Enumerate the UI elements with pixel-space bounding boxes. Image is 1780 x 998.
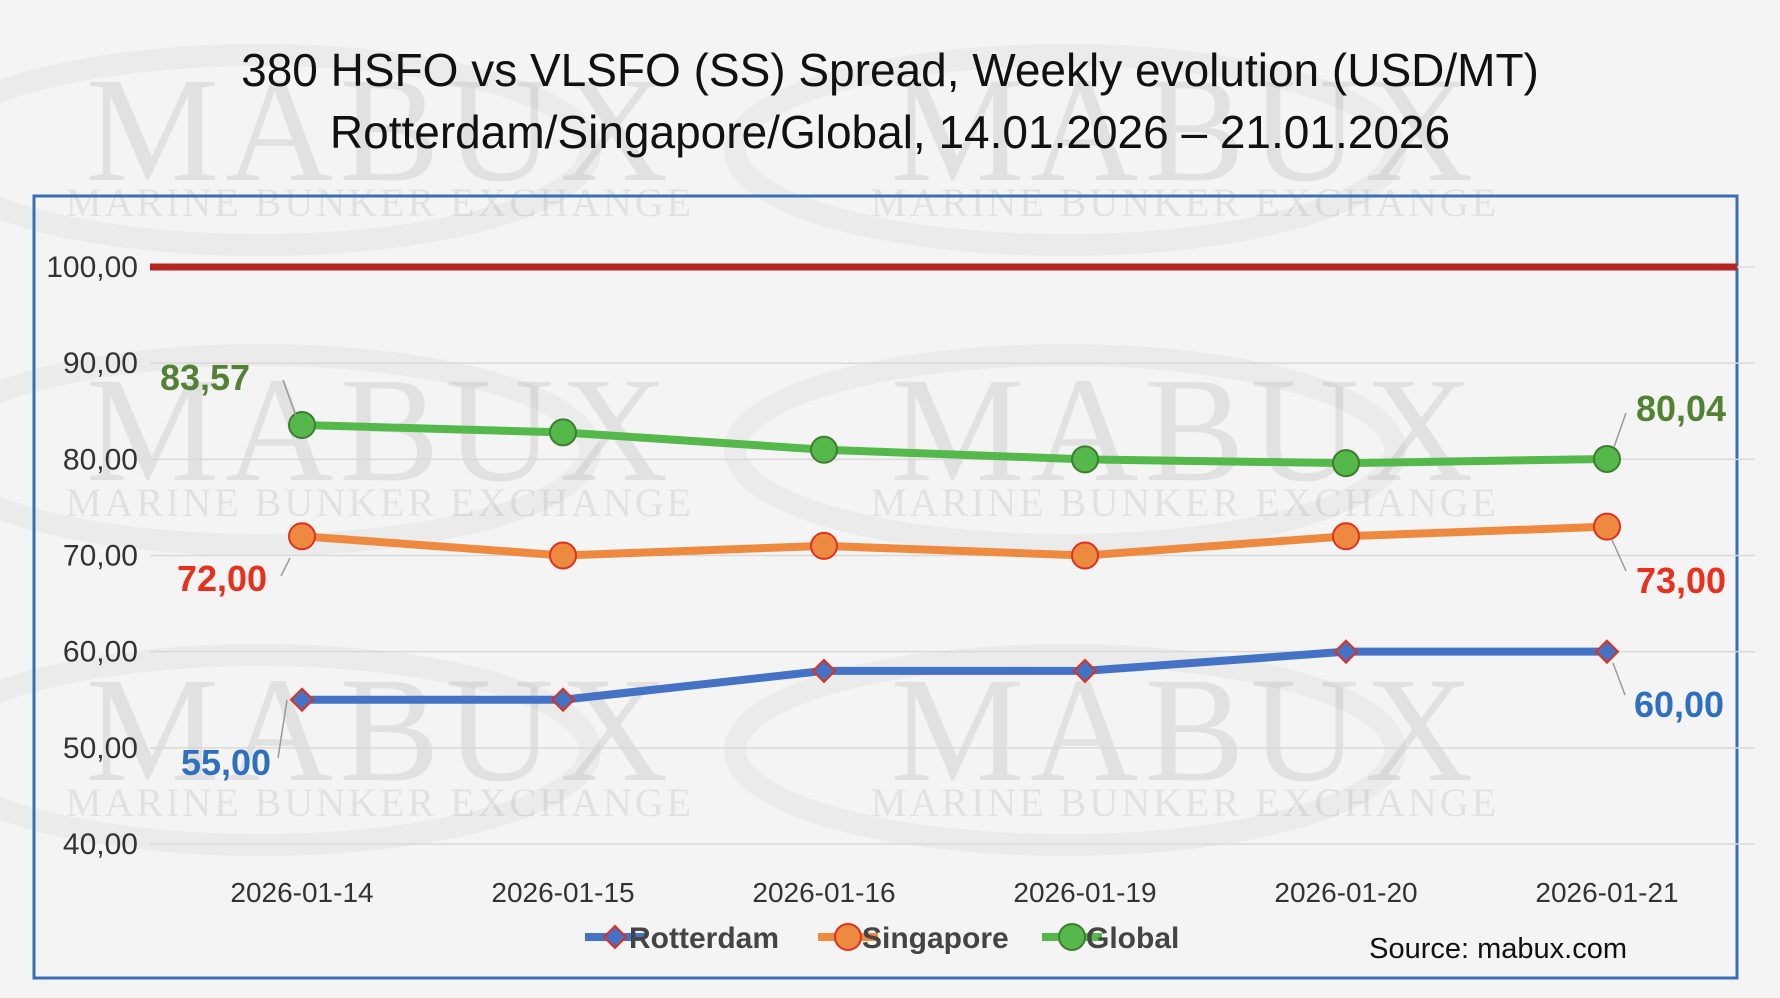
watermark-tagline: MARINE BUNKER EXCHANGE [66, 180, 694, 225]
legend-label: Singapore [862, 922, 1009, 955]
data-point-rotterdam [1072, 658, 1098, 684]
data-labels: 55,00 60,00 72,00 73,00 83,57 80,04 [160, 357, 1726, 783]
watermark-tagline: MARINE BUNKER EXCHANGE [871, 780, 1499, 825]
y-tick-label: 100,00 [46, 251, 138, 284]
series-line-global [301, 421, 1608, 468]
label-leader [1612, 662, 1626, 696]
series-line-rotterdam [302, 647, 1607, 704]
label-leader [277, 699, 288, 759]
watermark-brand: MABUX [891, 347, 1479, 513]
legend-label: Rotterdam [629, 922, 779, 955]
watermark-tagline: MARINE BUNKER EXCHANGE [66, 780, 694, 825]
data-point-global [810, 435, 838, 464]
y-tick-label: 40,00 [63, 828, 138, 861]
data-point-singapore [1071, 541, 1099, 570]
y-tick-label: 80,00 [63, 443, 138, 476]
x-tick-label: 2026-01-14 [230, 877, 373, 908]
legend: Rotterdam Singapore Global [585, 922, 1179, 955]
watermark-tagline: MARINE BUNKER EXCHANGE [871, 180, 1499, 225]
x-tick-label: 2026-01-21 [1535, 877, 1678, 908]
x-axis-ticks: 2026-01-14 2026-01-15 2026-01-16 2026-01-19… [230, 877, 1678, 908]
chart-subtitle: Rotterdam/Singapore/Global, 14.01.2026 –… [330, 106, 1450, 158]
x-tick-label: 2026-01-16 [752, 877, 895, 908]
data-label-rotterdam-first: 55,00 [181, 742, 271, 783]
chart-frame [32, 194, 1739, 980]
series-global [288, 411, 1621, 478]
label-leader [1611, 539, 1627, 572]
data-label-rotterdam-last: 60,00 [1634, 684, 1724, 725]
y-tick-label: 90,00 [63, 347, 138, 380]
data-point-singapore [834, 923, 862, 951]
data-point-global [288, 411, 316, 440]
series-layer [288, 411, 1621, 713]
data-label-singapore-last: 73,00 [1636, 560, 1726, 601]
data-point-rotterdam [1333, 639, 1359, 665]
y-tick-label: 70,00 [63, 540, 138, 573]
x-tick-label: 2026-01-15 [491, 877, 634, 908]
watermark-tagline: MARINE BUNKER EXCHANGE [66, 480, 694, 525]
data-label-singapore-first: 72,00 [177, 558, 267, 599]
data-point-global [1332, 449, 1360, 478]
x-tick-label: 2026-01-19 [1013, 877, 1156, 908]
data-point-rotterdam [811, 658, 837, 684]
data-point-singapore [288, 522, 316, 551]
data-point-global [1058, 923, 1086, 951]
label-leader [1613, 412, 1627, 448]
data-point-global [1071, 445, 1099, 474]
data-label-global-last: 80,04 [1636, 388, 1726, 429]
series-line-singapore [301, 522, 1608, 560]
data-point-global [549, 418, 577, 447]
data-point-singapore [1593, 512, 1621, 541]
data-label-global-first: 83,57 [160, 357, 250, 398]
y-tick-label: 60,00 [63, 636, 138, 669]
data-point-singapore [810, 531, 838, 560]
data-point-singapore [549, 541, 577, 570]
label-leader [282, 379, 297, 417]
data-point-global [1593, 444, 1621, 473]
source-note: Source: mabux.com [1369, 933, 1627, 965]
y-axis-ticks: 40,00 50,00 60,00 70,00 80,00 90,00 100,00 [46, 251, 138, 861]
legend-item-singapore: Singapore [818, 922, 1009, 955]
data-point-rotterdam [289, 687, 315, 713]
chart-title: 380 HSFO vs VLSFO (SS) Spread, Weekly ev… [241, 44, 1539, 96]
x-tick-label: 2026-01-20 [1274, 877, 1417, 908]
watermark-brand: MABUX [891, 47, 1479, 213]
watermark-brand: MABUX [86, 47, 674, 213]
series-singapore [288, 512, 1621, 570]
data-point-rotterdam [602, 924, 628, 950]
y-tick-label: 50,00 [63, 732, 138, 765]
series-rotterdam [289, 639, 1620, 713]
label-leader [280, 557, 291, 577]
legend-label: Global [1086, 922, 1179, 955]
legend-item-global: Global [1042, 922, 1179, 955]
legend-item-rotterdam: Rotterdam [585, 922, 779, 955]
data-point-singapore [1332, 522, 1360, 551]
data-point-rotterdam [550, 687, 576, 713]
watermark-brand: MABUX [86, 647, 674, 813]
watermark-tagline: MARINE BUNKER EXCHANGE [871, 480, 1499, 525]
data-point-rotterdam [1594, 639, 1620, 665]
